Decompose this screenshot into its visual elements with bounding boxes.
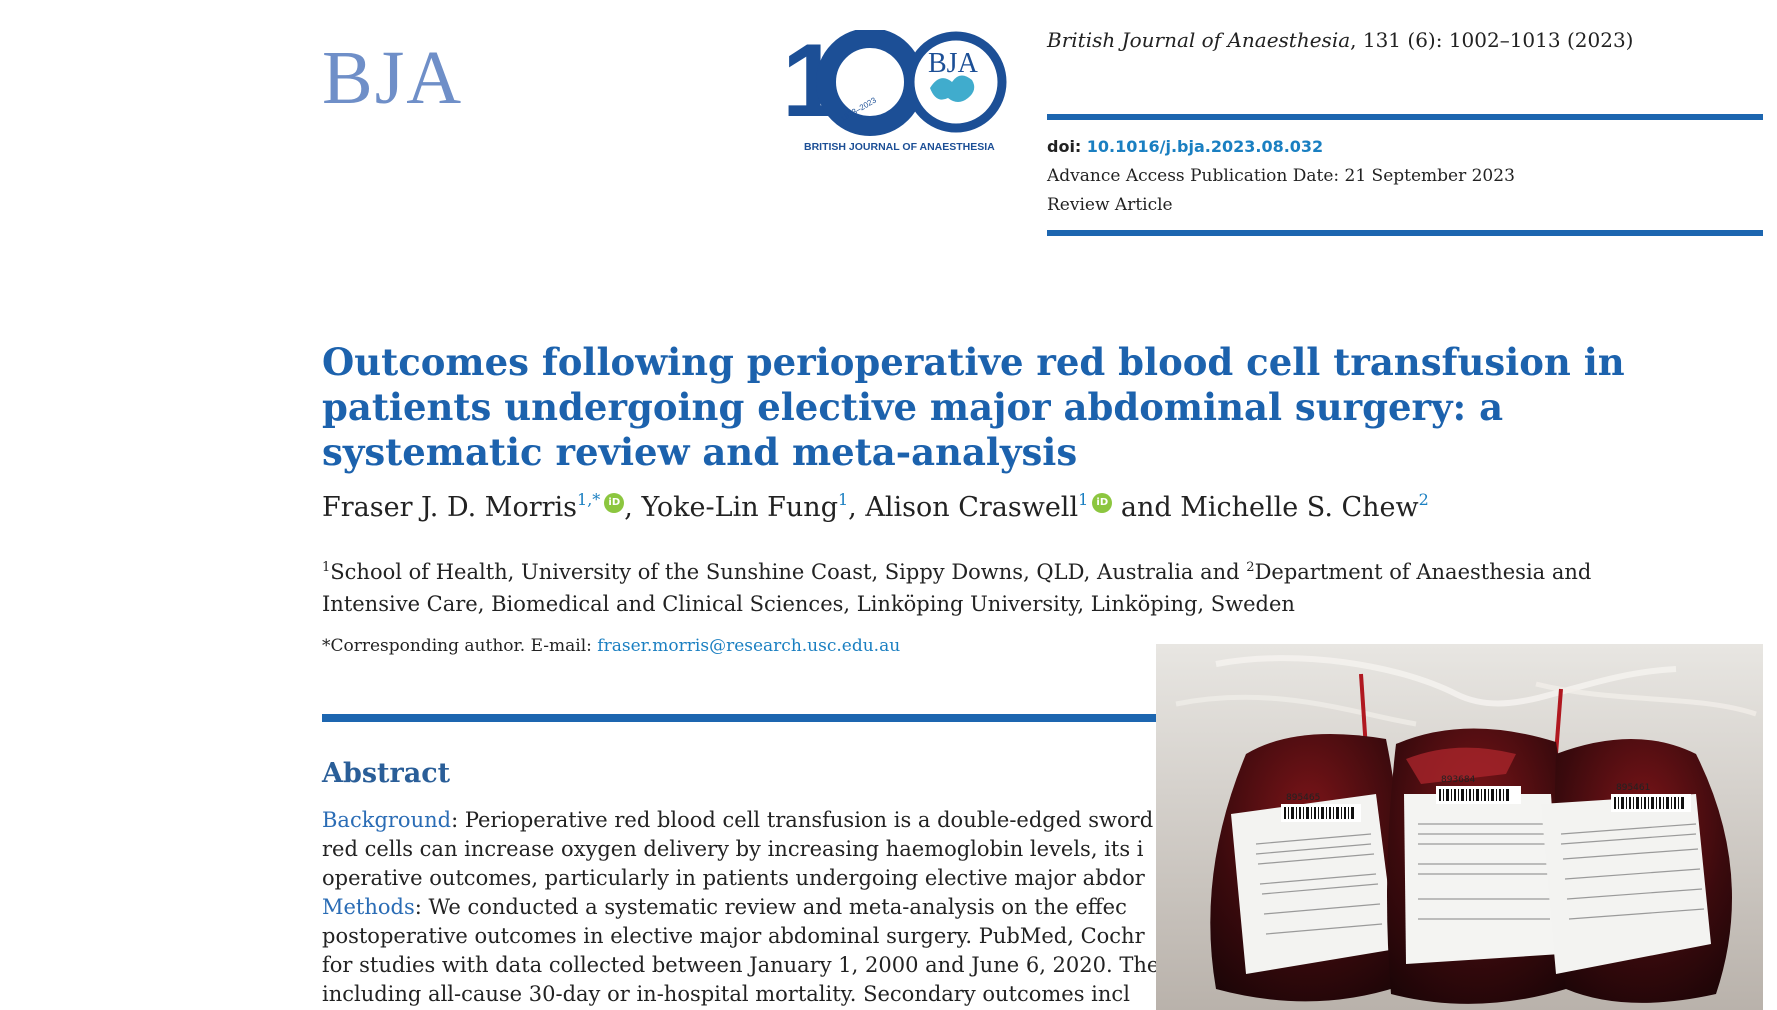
globe-icon [930, 75, 975, 102]
article-meta: doi: 10.1016/j.bja.2023.08.032 Advance A… [1047, 132, 1515, 220]
abstract-line: including all-cause 30-day or in-hospita… [322, 982, 1130, 1006]
publication-date: Advance Access Publication Date: 21 Sept… [1047, 166, 1515, 186]
author-affiliation-marker: 1,* [577, 490, 601, 509]
author-name: Michelle S. Chew [1180, 492, 1419, 523]
journal-name: British Journal of Anaesthesia [1047, 28, 1351, 52]
affiliation-text: Department of Anaesthesia and Intensive … [322, 560, 1592, 616]
blood-bag-1: 895465 [1210, 734, 1407, 1002]
author-affiliation-marker: 1 [837, 490, 849, 509]
abstract-line: operative outcomes, particularly in pati… [322, 866, 1145, 890]
bag-label-3: 895461 [1616, 783, 1650, 793]
affiliations: 1School of Health, University of the Sun… [322, 552, 1642, 620]
abstract-line: postoperative outcomes in elective major… [322, 924, 1145, 948]
abstract-line: Background: Perioperative red blood cell… [322, 808, 1154, 832]
orcid-icon[interactable]: iD [1092, 492, 1113, 513]
abstract-section-label: Background [322, 808, 452, 832]
author-affiliation-marker: 1 [1078, 490, 1089, 509]
journal-volume-pages: , 131 (6): 1002–1013 (2023) [1350, 28, 1634, 52]
bag-label-2: 893684 [1441, 775, 1476, 785]
orcid-icon[interactable]: iD [604, 492, 625, 513]
abstract-line: Methods: We conducted a systematic revie… [322, 895, 1127, 919]
corresponding-label: *Corresponding author. E-mail: [322, 636, 598, 656]
journal-citation: British Journal of Anaesthesia, 131 (6):… [1047, 28, 1633, 52]
author-separator: and [1112, 492, 1181, 523]
doi-label: doi: [1047, 137, 1082, 156]
abstract-line: red cells can increase oxygen delivery b… [322, 837, 1144, 861]
author-separator: , [848, 492, 866, 523]
bja-logo: BJA [322, 36, 464, 120]
abstract-heading: Abstract [322, 758, 451, 789]
centenary-caption: BRITISH JOURNAL OF ANAESTHESIA [804, 141, 995, 153]
corresponding-email-link[interactable]: fraser.morris@research.usc.edu.au [597, 636, 901, 656]
corresponding-author: *Corresponding author. E-mail: fraser.mo… [322, 636, 900, 656]
blood-bag-2: 893684 [1387, 728, 1570, 1004]
author-affiliation-marker: 2 [1418, 490, 1429, 509]
blood-bags-photo: 895465 893684 895 [1156, 644, 1763, 1010]
affiliation-marker: 2 [1246, 560, 1255, 575]
author-name: Yoke-Lin Fung [641, 492, 838, 523]
header-rule-bottom [1047, 230, 1763, 236]
blood-bag-3: 895461 [1541, 739, 1732, 1003]
abstract-rule [322, 714, 1763, 722]
affiliation-marker: 1 [322, 560, 331, 575]
author-list: Fraser J. D. Morris1,* iD, Yoke-Lin Fung1… [322, 490, 1429, 523]
centenary-logo: 1 BJA 1923–2023 BRITISH JOURNAL OF ANAES… [782, 30, 1007, 153]
author-name: Fraser J. D. Morris [322, 492, 578, 523]
doi-link[interactable]: 10.1016/j.bja.2023.08.032 [1086, 137, 1324, 156]
author-separator: , [624, 492, 642, 523]
article-type: Review Article [1047, 195, 1173, 215]
centenary-bja-text: BJA [928, 48, 979, 79]
author-name: Alison Craswell [865, 492, 1079, 523]
abstract-line: for studies with data collected between … [322, 953, 1180, 977]
article-title: Outcomes following perioperative red blo… [322, 340, 1625, 474]
doi-row: doi: 10.1016/j.bja.2023.08.032 [1047, 132, 1515, 162]
header-rule-top [1047, 114, 1763, 120]
abstract-section-label: Methods [322, 895, 415, 919]
bag-label-1: 895465 [1286, 793, 1320, 803]
abstract-body: Background: Perioperative red blood cell… [322, 806, 1622, 1009]
affiliation-text: School of Health, University of the Suns… [330, 560, 1247, 584]
